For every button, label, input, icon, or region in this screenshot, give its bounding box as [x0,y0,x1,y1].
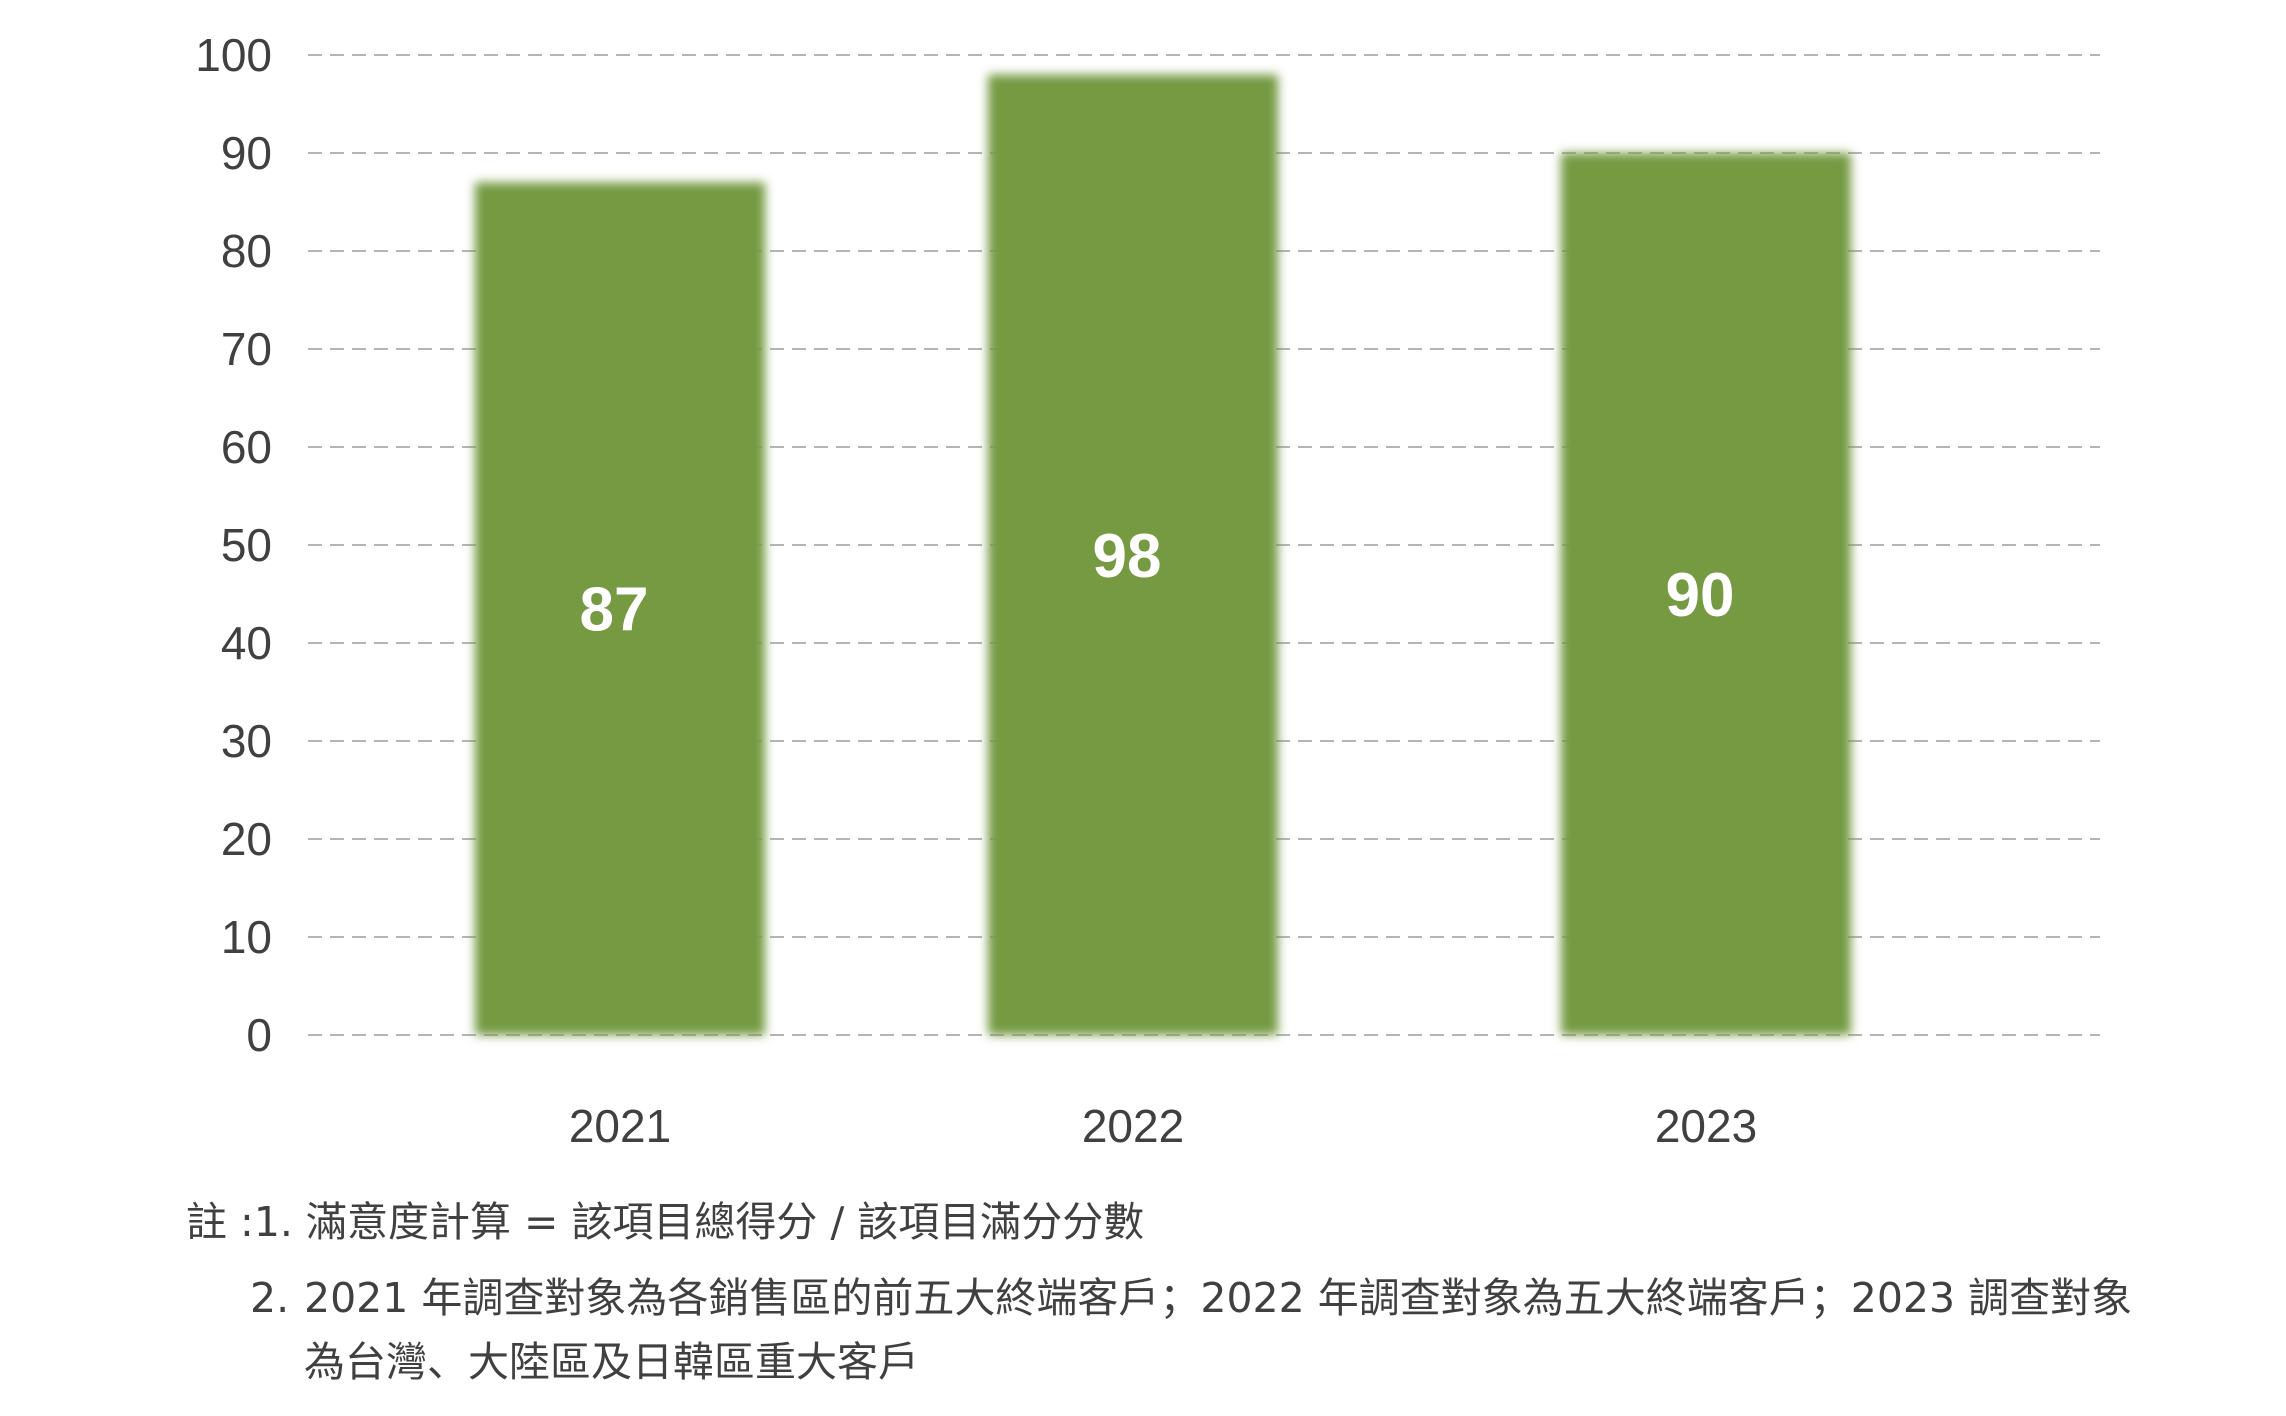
footnote-2-number: 2. [250,1274,290,1322]
bar-2022 [988,74,1278,1036]
data-labels: 87 98 90 [580,522,1735,645]
footnote-2-text: 2021 年調查對象為各銷售區的前五大終端客戶；2022 年調查對象為五大終端客… [304,1274,2133,1386]
y-tick-label: 30 [221,715,272,767]
y-tick-label: 70 [221,323,272,375]
data-label-2023: 90 [1666,561,1735,630]
y-tick-label: 10 [221,911,272,963]
data-label-2022: 98 [1093,522,1162,591]
x-tick-label-2021: 2021 [569,1100,671,1152]
y-tick-label: 100 [195,29,272,81]
y-tick-label: 80 [221,225,272,277]
y-tick-label: 0 [246,1009,272,1061]
footnote-1: 註 :1. 滿意度計算 = 該項目總得分 / 該項目滿分分數 [186,1198,1145,1246]
y-tick-label: 90 [221,127,272,179]
y-tick-label: 40 [221,617,272,669]
footnotes: 註 :1. 滿意度計算 = 該項目總得分 / 該項目滿分分數 2. 2021 年… [186,1190,2186,1394]
x-tick-label-2022: 2022 [1082,1100,1184,1152]
y-axis-tick-labels: 0 10 20 30 40 50 60 70 80 90 100 [195,29,272,1061]
data-label-2021: 87 [580,576,649,645]
x-tick-label-2023: 2023 [1655,1100,1757,1152]
bars [475,74,1851,1036]
y-tick-label: 20 [221,813,272,865]
y-tick-label: 50 [221,519,272,571]
bar-2023 [1561,153,1851,1035]
y-tick-label: 60 [221,421,272,473]
footnote-2: 2. 2021 年調查對象為各銷售區的前五大終端客戶；2022 年調查對象為五大… [186,1266,2186,1394]
bar-2021 [475,182,765,1035]
x-axis-tick-labels: 2021 2022 2023 [569,1100,1757,1152]
